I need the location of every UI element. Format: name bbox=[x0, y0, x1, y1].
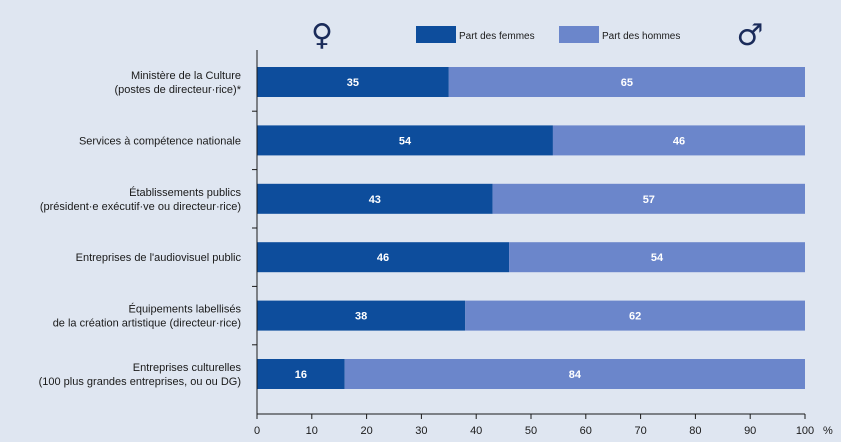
x-tick-label: 0 bbox=[254, 425, 260, 437]
category-label: Équipements labellisés bbox=[128, 303, 241, 316]
category-label: Entreprises de l'audiovisuel public bbox=[76, 252, 242, 264]
bar-6-series-1 bbox=[257, 359, 345, 389]
x-axis: 0 10 20 30 40 50 60 70 80 90 100% bbox=[254, 50, 833, 437]
bar-value-label: 62 bbox=[629, 311, 641, 323]
male-symbol-icon: ♂ bbox=[737, 18, 764, 53]
category-label: Services à compétence nationale bbox=[79, 135, 241, 147]
bar-4-series-1 bbox=[257, 242, 510, 273]
x-tick-label: 80 bbox=[689, 425, 701, 437]
bar-5-series-1 bbox=[257, 300, 466, 331]
bar-value-label: 43 bbox=[369, 194, 381, 206]
category-label: Ministère de la Culture bbox=[131, 70, 241, 82]
category-label: (100 plus grandes entreprises, ou ou DG) bbox=[39, 376, 241, 388]
legend-label-1: Part des femmes bbox=[459, 31, 535, 42]
bar-6-series-2 bbox=[344, 359, 805, 389]
bar-value-label: 65 bbox=[621, 77, 633, 89]
bar-value-label: 54 bbox=[399, 135, 412, 147]
bar-1-series-2 bbox=[448, 67, 805, 97]
category-label: (postes de directeur·rice)* bbox=[114, 84, 241, 96]
legend-swatch-1 bbox=[416, 26, 456, 43]
bar-value-label: 54 bbox=[651, 252, 664, 264]
category-label: Établissements publics bbox=[129, 186, 241, 199]
legend: ♀ ♂ Part des femmes Part des hommes bbox=[311, 18, 763, 53]
x-tick-label: 40 bbox=[470, 425, 482, 437]
bar-1-series-1 bbox=[257, 67, 449, 97]
category-label: Entreprises culturelles bbox=[133, 362, 242, 374]
x-tick-label: 70 bbox=[634, 425, 646, 437]
category-label: (président·e exécutif·ve ou directeur·ri… bbox=[40, 201, 241, 213]
x-tick-label: 30 bbox=[415, 425, 427, 437]
legend-label-2: Part des hommes bbox=[602, 31, 680, 42]
bar-2-series-2 bbox=[552, 125, 805, 156]
female-symbol-icon: ♀ bbox=[311, 18, 333, 53]
x-tick-label: 50 bbox=[525, 425, 537, 437]
bar-value-label: 57 bbox=[643, 194, 655, 206]
category-label: de la création artistique (directeur·ric… bbox=[53, 318, 241, 330]
x-tick-label: 10 bbox=[306, 425, 318, 437]
legend-swatch-2 bbox=[559, 26, 599, 43]
bar-value-label: 35 bbox=[347, 77, 359, 89]
x-tick-label: 20 bbox=[360, 425, 372, 437]
x-tick-label: 100 bbox=[796, 425, 814, 437]
bar-value-label: 38 bbox=[355, 311, 367, 323]
bar-5-series-2 bbox=[465, 300, 805, 331]
bar-value-label: 16 bbox=[295, 369, 307, 381]
x-tick-label: 60 bbox=[580, 425, 592, 437]
bar-3-series-1 bbox=[257, 183, 493, 214]
bars: 35 65 Ministère de la Culture (postes de di… bbox=[39, 67, 805, 389]
bar-3-series-2 bbox=[492, 183, 805, 214]
bar-2-series-1 bbox=[257, 125, 553, 156]
bar-4-series-2 bbox=[509, 242, 805, 273]
bar-value-label: 46 bbox=[377, 252, 389, 264]
x-tick-label: 90 bbox=[744, 425, 756, 437]
bar-value-label: 46 bbox=[673, 135, 685, 147]
bar-value-label: 84 bbox=[569, 369, 582, 381]
x-unit-label: % bbox=[823, 425, 833, 437]
